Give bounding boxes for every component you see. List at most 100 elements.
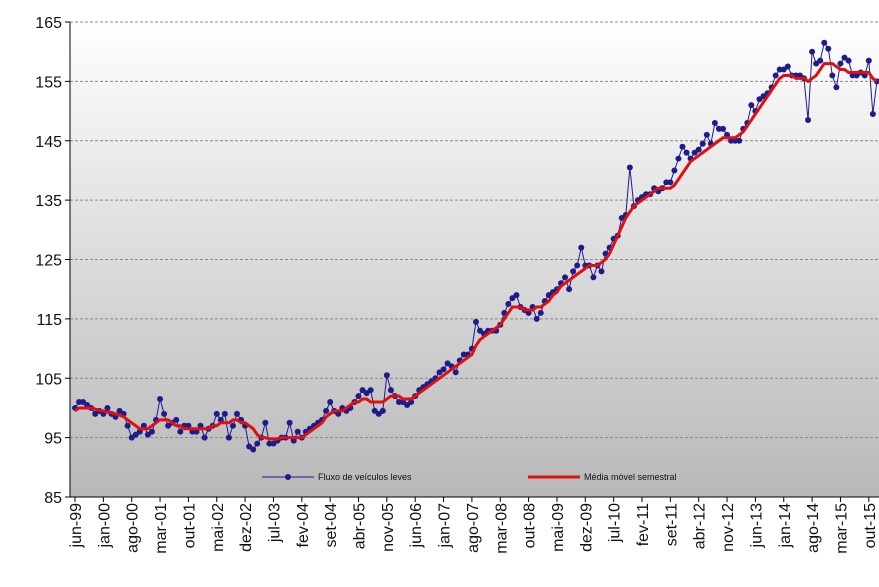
data-point [562, 274, 569, 281]
data-point [229, 422, 236, 429]
data-point [566, 286, 573, 293]
series-line [74, 62, 878, 441]
data-point [440, 366, 447, 373]
x-tick-label: dez-09 [578, 503, 595, 552]
data-point [869, 111, 876, 118]
data-point [578, 244, 585, 251]
data-point [148, 428, 155, 435]
data-point [711, 119, 718, 126]
x-tick-label: abr-05 [352, 503, 369, 549]
y-tick-label: 165 [35, 15, 62, 32]
data-point [104, 404, 111, 411]
x-tick-label: jun-99 [68, 503, 85, 549]
data-point [671, 167, 678, 174]
data-point [355, 393, 362, 400]
x-tick-label: jan-14 [777, 503, 794, 549]
data-point [234, 410, 240, 417]
x-tick-label: nov-05 [380, 503, 397, 552]
data-point [772, 72, 779, 79]
x-tick-label: jun-13 [748, 503, 765, 549]
data-point [262, 419, 269, 426]
data-point [177, 428, 184, 435]
data-point [161, 410, 168, 417]
data-point [667, 179, 674, 186]
data-point [452, 369, 459, 376]
data-point [327, 399, 334, 405]
y-tick-label: 155 [35, 74, 62, 91]
data-point [124, 422, 131, 429]
x-tick-label: jul-10 [607, 503, 624, 543]
data-point [821, 39, 828, 46]
data-point [157, 396, 164, 403]
x-tick-label: dez-02 [238, 503, 255, 552]
x-tick-label: ago-07 [465, 503, 482, 553]
data-point [367, 387, 374, 394]
data-point [829, 72, 836, 79]
x-tick-label: out-15 [862, 503, 879, 548]
data-point [173, 416, 180, 423]
data-point [201, 434, 208, 441]
data-point [845, 57, 852, 64]
data-point [683, 149, 690, 156]
data-point [809, 48, 816, 55]
data-point [505, 301, 512, 308]
x-tick-label: abr-12 [692, 503, 709, 549]
data-point [225, 434, 232, 441]
data-point [720, 125, 726, 132]
data-point [533, 315, 540, 322]
x-tick-label: jul-03 [266, 503, 283, 543]
data-point [574, 262, 581, 269]
data-point [537, 309, 544, 316]
y-tick-label: 115 [36, 312, 62, 329]
x-tick-label: jan-00 [96, 503, 113, 549]
y-tick-label: 95 [44, 431, 62, 448]
data-point [254, 440, 261, 447]
data-point [837, 60, 844, 67]
data-point [472, 318, 479, 325]
data-point [379, 407, 386, 414]
data-point [699, 140, 706, 147]
data-point [833, 84, 840, 91]
data-point [513, 292, 520, 299]
data-point [679, 143, 686, 150]
x-tick-label: jan-07 [437, 503, 454, 549]
data-point [748, 102, 755, 109]
x-tick-label: mai-02 [210, 503, 227, 552]
x-tick-label: ago-00 [125, 503, 142, 553]
data-point [703, 131, 710, 138]
x-tick-label: mai-09 [550, 503, 567, 552]
data-point [825, 45, 832, 52]
x-tick-label: nov-12 [720, 503, 737, 552]
data-point [590, 274, 597, 281]
data-point [675, 155, 682, 162]
x-tick-label: jun-06 [408, 503, 425, 549]
data-point [323, 407, 330, 414]
x-tick-label: mar-08 [493, 503, 510, 554]
x-tick-label: mar-15 [833, 503, 850, 554]
legend-label: Fluxo de veículos leves [318, 472, 412, 482]
data-point [383, 372, 390, 379]
x-tick-label: out-08 [522, 503, 539, 548]
data-point [865, 57, 872, 64]
plot-area [70, 22, 879, 497]
y-tick-label: 105 [35, 371, 62, 388]
legend-label: Média móvel semestral [584, 472, 677, 482]
y-tick-label: 145 [35, 134, 62, 151]
data-point [805, 116, 812, 123]
y-tick-label: 125 [35, 253, 62, 270]
data-point [286, 419, 293, 426]
x-tick-label: fev-04 [295, 503, 312, 548]
x-tick-label: fev-11 [635, 503, 652, 546]
data-point [221, 410, 228, 417]
x-tick-label: mar-01 [153, 503, 170, 554]
data-point [570, 268, 577, 275]
data-point [695, 146, 702, 153]
data-point [387, 387, 394, 394]
data-point [736, 137, 743, 144]
data-point [598, 268, 605, 275]
data-point [250, 446, 257, 453]
legend-marker [285, 474, 291, 480]
y-tick-label: 135 [35, 193, 62, 210]
x-tick-label: ago-14 [805, 503, 822, 553]
